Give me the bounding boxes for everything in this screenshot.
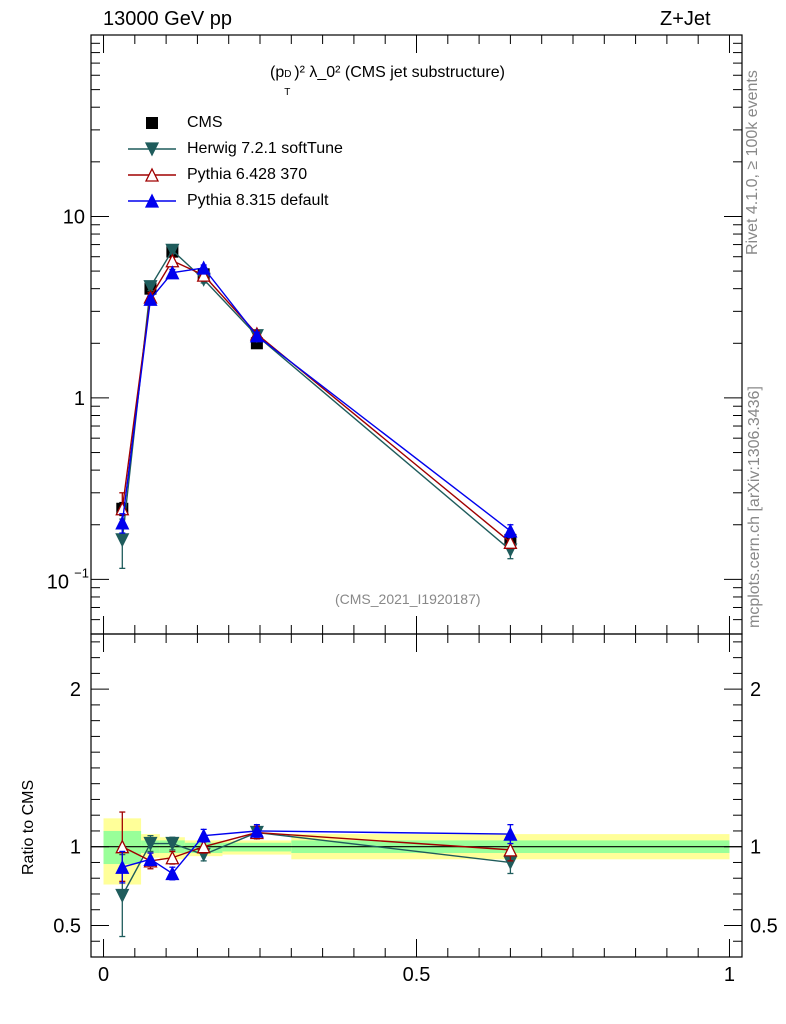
main-point-pythia-8-315-default	[115, 515, 130, 530]
ratio-point-pythia-6-428-370	[503, 842, 518, 857]
ratio-point-pythia-8-315-default	[115, 859, 130, 874]
main-line-herwig-7-2-1-softtune	[121, 249, 511, 551]
main-point-herwig-7-2-1-softtune	[165, 243, 180, 258]
side-label-bottom: mcplots.cern.ch [arXiv:1306.3436]	[746, 386, 763, 628]
header-left: 13000 GeV pp	[103, 8, 232, 30]
ratio-y-tick-label: 2	[70, 679, 81, 701]
ratio-y-tick-label-right: 0.5	[750, 915, 778, 937]
ratio-point-pythia-6-428-370	[196, 839, 211, 854]
ratio-point-pythia-8-315-default	[165, 866, 180, 881]
watermark: (CMS_2021_I1920187)	[335, 591, 481, 607]
x-tick-label: 0.5	[403, 964, 431, 986]
ratio-line-pythia-6-428-370	[121, 831, 511, 862]
plot-title: (p D T)² λ_0² (CMS jet substructure)	[270, 64, 505, 98]
main-point-pythia-8-315-default	[249, 328, 264, 343]
ratio-ylabel: Ratio to CMS	[20, 779, 37, 875]
main-point-pythia-8-315-default	[196, 260, 211, 275]
ratio-y-tick-label-right: 1	[750, 837, 761, 859]
side-label-top: Rivet 4.1.0, ≥ 100k events	[744, 70, 761, 255]
legend-marker-cms	[146, 117, 158, 129]
main-point-pythia-6-428-370	[196, 267, 211, 282]
legend-label-herwig: Herwig 7.2.1 softTune	[187, 140, 343, 157]
ratio-y-tick-label: 1	[70, 837, 81, 859]
ratio-line-pythia-8-315-default	[122, 830, 511, 875]
legend-label-pythia6: Pythia 6.428 370	[187, 166, 308, 183]
main-line-pythia-8-315-default	[121, 267, 511, 532]
legend-label-pythia8: Pythia 8.315 default	[187, 192, 329, 209]
main-point-herwig-7-2-1-softtune	[143, 280, 158, 295]
main-point-pythia-8-315-default	[503, 523, 518, 538]
x-tick-label: 0	[98, 964, 109, 986]
legend-marker-herwig-7-2-1-softtune	[144, 142, 160, 157]
main-point-pythia-6-428-370	[503, 534, 518, 549]
ratio-point-herwig-7-2-1-softtune	[165, 836, 180, 852]
ratio-y-tick-label-right: 2	[750, 679, 761, 701]
ratio-point-herwig-7-2-1-softtune	[115, 888, 130, 904]
ratio-point-herwig-7-2-1-softtune	[143, 836, 158, 852]
y-tick-label-exponent: −1	[74, 565, 89, 580]
legend-marker-pythia-8-315-default	[144, 193, 160, 208]
legend-label-cms: CMS	[187, 114, 223, 131]
main-point-herwig-7-2-1-softtune	[115, 533, 130, 548]
legend-marker-pythia-6-428-370	[144, 167, 160, 182]
ratio-line-herwig-7-2-1-softtune	[121, 831, 511, 896]
header-right: Z+Jet	[660, 8, 711, 30]
y-tick-label: 10	[63, 206, 85, 228]
x-tick-label: 1	[724, 964, 735, 986]
ratio-y-tick-label: 0.5	[53, 915, 81, 937]
ratio-point-pythia-8-315-default	[503, 826, 518, 841]
y-tick-label: 10	[47, 571, 69, 593]
main-point-pythia-8-315-default	[165, 265, 180, 280]
ratio-frame	[90, 633, 743, 958]
y-tick-label: 1	[74, 388, 85, 410]
ratio-point-pythia-8-315-default	[249, 823, 264, 838]
ratio-point-pythia-6-428-370	[165, 850, 180, 865]
ratio-point-pythia-8-315-default	[196, 828, 211, 843]
main-point-pythia-8-315-default	[143, 291, 158, 306]
ratio-point-pythia-8-315-default	[143, 851, 158, 866]
